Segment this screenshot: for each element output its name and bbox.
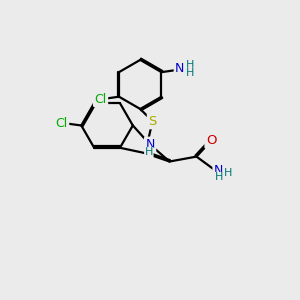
- Text: H: H: [185, 68, 194, 78]
- Text: Cl: Cl: [56, 116, 68, 130]
- Text: H: H: [214, 172, 223, 182]
- Text: S: S: [148, 115, 157, 128]
- Text: N: N: [214, 164, 223, 177]
- Text: O: O: [206, 134, 217, 147]
- Text: H: H: [145, 148, 153, 158]
- Text: H: H: [224, 168, 232, 178]
- Text: Cl: Cl: [94, 93, 107, 106]
- Text: N: N: [146, 138, 155, 151]
- Text: N: N: [175, 62, 184, 75]
- Text: H: H: [185, 60, 194, 70]
